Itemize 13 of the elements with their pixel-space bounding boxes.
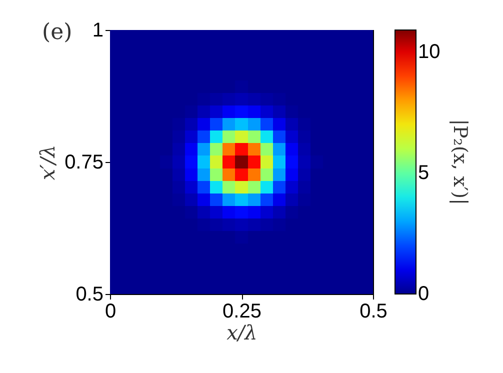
x-tick-label: 0.5 — [360, 300, 388, 322]
color-bar-label: 0 — [418, 283, 430, 305]
text: (e) — [42, 20, 72, 45]
x-tick-label: 0 — [104, 300, 116, 322]
color-bar-label: 10 — [418, 40, 440, 63]
y-axis-title: x′/λ — [36, 144, 60, 180]
y-tick-label: 1 — [92, 20, 104, 42]
color-bar-title: |P₂(x, x′)| — [449, 119, 471, 205]
x-tick-label: 0.25 — [222, 300, 262, 322]
x-axis-title: x/λ — [226, 320, 258, 344]
y-tick-label: 0.5 — [76, 284, 104, 306]
color-bar-label: 5 — [418, 162, 430, 184]
y-tick-label: 0.75 — [64, 152, 104, 174]
